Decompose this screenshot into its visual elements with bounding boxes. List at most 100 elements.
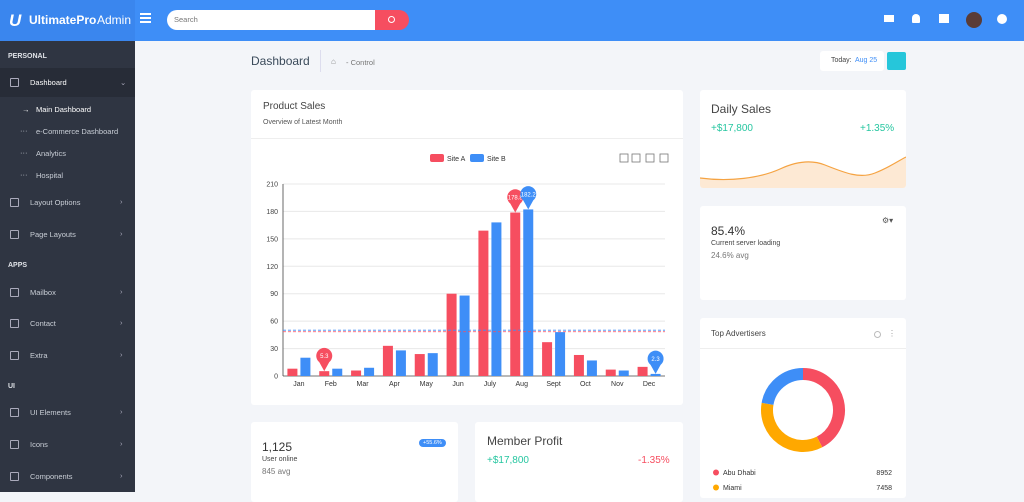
mail-icon[interactable]	[884, 15, 894, 22]
users-value: 1,125	[262, 440, 293, 454]
settings-icon[interactable]	[997, 14, 1007, 24]
bar	[300, 357, 311, 376]
sub-dots: ···	[20, 148, 28, 157]
pin	[316, 347, 333, 372]
y-tick-label: 0	[274, 374, 278, 381]
nav-item[interactable]: Extra	[30, 351, 48, 360]
donut-segment	[802, 368, 845, 448]
toolbox-icon	[645, 153, 655, 163]
more-icon[interactable]: ⋮	[888, 329, 896, 338]
nav-item[interactable]: Dashboard	[30, 78, 67, 87]
bar	[351, 370, 362, 376]
bar	[414, 354, 425, 376]
legend-value: 8952	[876, 470, 892, 477]
page-title: Dashboard	[251, 54, 310, 68]
section-title: UI	[8, 383, 15, 390]
legend-dot	[713, 469, 719, 476]
users-label: User online	[262, 456, 298, 463]
bar	[478, 230, 489, 376]
search-placeholder: Search	[174, 15, 198, 24]
settings-menu[interactable]: ⚙▾	[882, 216, 894, 225]
sub-item[interactable]: Main Dashboard	[36, 105, 92, 114]
bar	[364, 367, 375, 376]
donut-segment	[761, 368, 804, 406]
nav-arrow: →	[22, 105, 30, 114]
donut-segment	[761, 402, 823, 452]
server-value: 85.4%	[711, 224, 746, 238]
sales-value: +$17,800	[711, 123, 753, 134]
x-tick-label: Sept	[546, 381, 560, 388]
bar	[618, 370, 629, 376]
x-tick-label: Apr	[389, 381, 401, 388]
pin-label: 178.8	[508, 196, 524, 202]
bar	[395, 350, 406, 376]
menu-toggle[interactable]	[140, 13, 151, 15]
bar	[319, 371, 330, 376]
card-title: Top Advertisers	[711, 329, 766, 338]
x-tick-label: Feb	[325, 381, 337, 388]
bar	[332, 368, 343, 376]
date-button[interactable]	[887, 52, 906, 70]
profit-value: +$17,800	[487, 455, 529, 466]
card-title: Daily Sales	[711, 102, 772, 116]
card-title: Product Sales	[263, 101, 326, 112]
notification-icon[interactable]	[912, 14, 920, 23]
toolbox-icon	[659, 153, 669, 163]
bar	[542, 342, 553, 376]
date-box: Today: Aug 25	[820, 51, 884, 71]
nav-item[interactable]: Page Layouts	[30, 230, 76, 239]
brand-name: UltimatePro	[29, 13, 97, 27]
sub-item[interactable]: Hospital	[36, 171, 64, 180]
card-subtitle: Overview of Latest Month	[263, 119, 343, 126]
bar	[555, 332, 566, 376]
legend-dot	[713, 484, 719, 491]
bar	[382, 345, 393, 376]
sub-dots: ···	[20, 170, 28, 179]
sparkline	[700, 156, 906, 188]
nav-item[interactable]: Layout Options	[30, 198, 81, 207]
search-box[interactable]: Search	[167, 10, 375, 30]
bar	[605, 369, 616, 376]
top-advertisers-card: Top Advertisers ⋮	[700, 318, 906, 498]
tasks-icon[interactable]	[939, 14, 949, 23]
bar	[287, 368, 298, 376]
avatar[interactable]	[966, 12, 982, 28]
bar	[650, 373, 661, 376]
x-tick-label: Dec	[643, 381, 656, 388]
y-tick-label: 180	[266, 209, 278, 216]
pin	[507, 189, 524, 213]
nav-item[interactable]: UI Elements	[30, 408, 71, 417]
nav-item[interactable]: Icons	[30, 440, 48, 449]
nav-item[interactable]: Mailbox	[30, 288, 56, 297]
brand-suffix: Admin	[97, 13, 132, 27]
bar	[523, 209, 534, 376]
toolbox-icon	[619, 153, 629, 163]
y-tick-label: 60	[270, 319, 278, 326]
nav-item[interactable]: Contact	[30, 319, 56, 328]
sub-item[interactable]: Analytics	[36, 149, 67, 158]
pin-label: 2.3	[651, 357, 660, 363]
legend-label: Site A	[447, 156, 466, 163]
x-tick-label: Jun	[452, 381, 463, 388]
logo: U	[9, 11, 22, 30]
legend-swatch	[470, 154, 484, 162]
refresh-icon[interactable]	[874, 331, 881, 338]
nav-item[interactable]: Components	[30, 472, 73, 481]
y-tick-label: 120	[266, 264, 278, 271]
brand: U UltimatePro Admin	[0, 0, 135, 41]
search-button[interactable]	[375, 10, 409, 30]
users-badge: +55.6%	[419, 439, 446, 447]
section-title: PERSONAL	[8, 53, 47, 60]
legend-value: 7458	[876, 485, 892, 492]
x-tick-label: Oct	[580, 381, 591, 388]
date-prefix: Today:	[831, 57, 852, 64]
sidebar: PERSONAL Dashboard ⌄ → Main Dashboard ···…	[0, 41, 135, 492]
breadcrumb: - Control	[346, 58, 375, 67]
users-card: 1,125 User online 845 avg +55.6%	[251, 422, 458, 502]
sub-item[interactable]: e-Commerce Dashboard	[36, 127, 119, 136]
home-icon[interactable]: ⌂	[331, 57, 336, 66]
x-tick-label: Jan	[293, 381, 304, 388]
x-tick-label: Mar	[357, 381, 370, 388]
